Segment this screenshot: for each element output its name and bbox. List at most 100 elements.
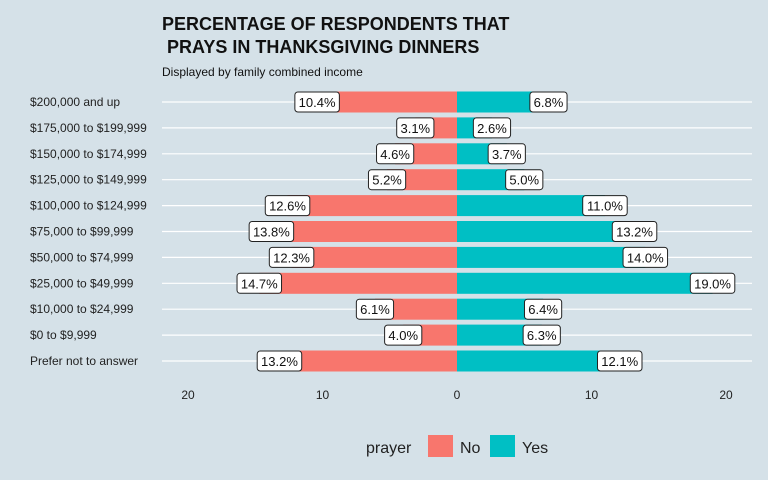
bar-yes <box>457 195 605 217</box>
data-label-yes: 12.1% <box>596 350 643 372</box>
data-label-yes: 14.0% <box>622 246 669 268</box>
data-label-text: 6.4% <box>528 302 558 317</box>
x-tick-label: 10 <box>585 388 599 402</box>
data-label-text: 14.7% <box>241 276 278 291</box>
data-label-yes: 3.7% <box>487 143 526 165</box>
data-label-box <box>396 117 435 139</box>
data-label-text: 12.6% <box>269 199 306 214</box>
data-label-no: 12.6% <box>264 195 311 217</box>
category-label: $200,000 and up <box>30 95 120 109</box>
data-label-box <box>611 221 658 242</box>
data-label-no: 14.7% <box>236 272 283 294</box>
data-label-box <box>256 350 303 372</box>
data-label-box <box>689 272 736 294</box>
data-label-text: 2.6% <box>477 121 507 136</box>
category-label: Prefer not to answer <box>30 354 138 368</box>
data-label-yes: 5.0% <box>505 169 544 191</box>
data-label-box <box>505 169 544 191</box>
bar-yes <box>457 221 635 242</box>
data-label-text: 6.8% <box>534 95 564 110</box>
data-label-text: 14.0% <box>627 250 664 265</box>
data-label-no: 3.1% <box>396 117 435 139</box>
data-label-box <box>523 298 563 320</box>
bar-yes <box>457 324 542 346</box>
data-label-text: 12.1% <box>601 354 638 369</box>
data-label-box <box>294 91 340 113</box>
data-label-text: 4.6% <box>380 147 410 162</box>
chart-title-line-2: PRAYS IN THANKSGIVING DINNERS <box>162 37 479 57</box>
data-label-text: 4.0% <box>388 328 418 343</box>
bars-layer <box>259 91 713 372</box>
legend-label: Yes <box>522 440 548 457</box>
data-label-yes: 19.0% <box>689 272 736 294</box>
legend: prayer No Yes <box>366 435 548 457</box>
data-label-yes: 6.3% <box>522 324 561 346</box>
category-label: $175,000 to $199,999 <box>30 121 147 135</box>
legend-item-yes: Yes <box>490 435 548 457</box>
data-label-box <box>376 143 415 165</box>
bar-no <box>259 272 457 294</box>
data-label-box <box>522 324 561 346</box>
data-label-no: 6.1% <box>355 298 395 320</box>
category-label: $150,000 to $174,999 <box>30 147 147 161</box>
data-label-text: 13.2% <box>616 225 653 240</box>
data-label-text: 19.0% <box>694 276 731 291</box>
data-label-box <box>596 350 643 372</box>
chart-title-line-1: PERCENTAGE OF RESPONDENTS THAT <box>162 14 509 34</box>
legend-swatch <box>428 435 453 457</box>
data-label-box <box>622 246 669 268</box>
x-tick-label: 0 <box>454 388 461 402</box>
legend-item-no: No <box>428 435 481 457</box>
x-tick-label: 20 <box>181 388 195 402</box>
data-label-no: 4.6% <box>376 143 415 165</box>
bar-no <box>279 350 457 372</box>
category-label: $10,000 to $24,999 <box>30 302 134 316</box>
data-label-text: 3.7% <box>492 147 522 162</box>
data-label-box <box>472 117 512 139</box>
data-label-box <box>355 298 395 320</box>
data-label-no: 4.0% <box>384 324 423 346</box>
category-label: $25,000 to $49,999 <box>30 276 134 290</box>
bar-yes <box>457 91 549 113</box>
bar-no <box>271 221 457 242</box>
category-label: $75,000 to $99,999 <box>30 225 134 239</box>
data-label-text: 5.0% <box>509 173 539 188</box>
data-label-no: 13.2% <box>256 350 303 372</box>
bar-yes <box>457 298 544 320</box>
category-axis: $200,000 and up $175,000 to $199,999 $150,… <box>30 95 147 368</box>
data-label-text: 11.0% <box>587 199 623 214</box>
data-label-no: 5.2% <box>367 169 407 191</box>
data-label-no: 12.3% <box>268 246 315 268</box>
data-label-text: 6.1% <box>360 302 390 317</box>
bar-no <box>291 246 457 268</box>
data-label-yes: 11.0% <box>582 195 628 217</box>
data-label-box <box>487 143 526 165</box>
value-axis: 20 10 0 10 20 <box>181 388 733 402</box>
data-label-text: 3.1% <box>400 121 430 136</box>
category-label: $50,000 to $74,999 <box>30 250 134 264</box>
data-label-box <box>367 169 407 191</box>
data-label-text: 6.3% <box>527 328 557 343</box>
data-label-text: 12.3% <box>273 250 310 265</box>
legend-swatch <box>490 435 515 457</box>
bar-no <box>374 298 457 320</box>
bar-yes <box>457 350 620 372</box>
data-label-no: 13.8% <box>248 221 295 242</box>
category-label: $100,000 to $124,999 <box>30 199 147 213</box>
data-label-yes: 13.2% <box>611 221 658 242</box>
data-label-yes: 6.8% <box>529 91 568 113</box>
bar-no <box>317 91 457 113</box>
chart-subtitle: Displayed by family combined income <box>162 65 363 79</box>
data-labels-layer: 10.4% 3.1% 4.6% 5.2% 12.6% 13.8% 12.3% 14.7% 6.1… <box>236 91 736 372</box>
data-label-box <box>264 195 311 217</box>
data-label-yes: 2.6% <box>472 117 512 139</box>
data-label-box <box>582 195 628 217</box>
data-label-box <box>529 91 568 113</box>
data-label-box <box>268 246 315 268</box>
bar-yes <box>457 246 646 268</box>
bar-yes <box>457 272 713 294</box>
data-label-box <box>384 324 423 346</box>
data-label-box <box>248 221 295 242</box>
category-label: $0 to $9,999 <box>30 328 97 342</box>
